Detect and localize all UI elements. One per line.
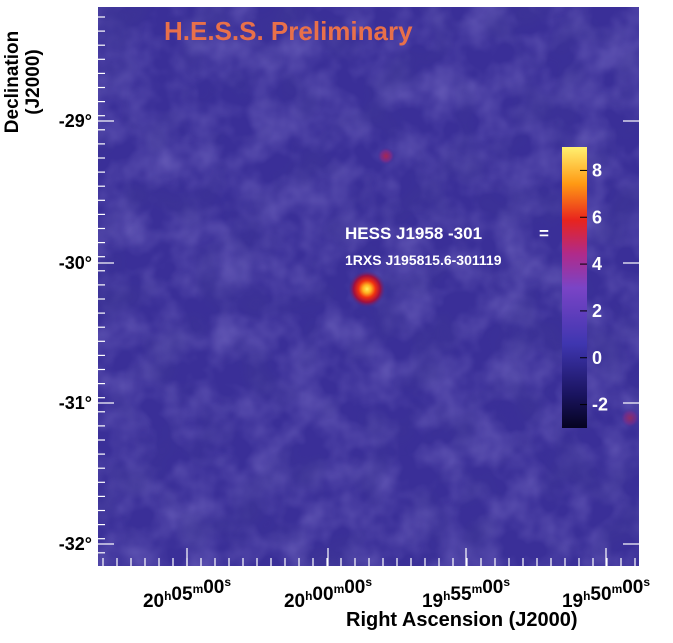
colorbar bbox=[562, 147, 587, 428]
axis-tick-marks bbox=[98, 16, 639, 566]
x-tick-label: 19h55m00s bbox=[422, 575, 510, 612]
x-tick-label: 20h05m00s bbox=[143, 575, 231, 612]
y-tick-label: -30° bbox=[59, 253, 92, 273]
warm-spot bbox=[620, 408, 639, 428]
x-tick-label: 20h00m00s bbox=[284, 575, 372, 612]
colorbar-tick-label: -2 bbox=[592, 395, 608, 415]
source-hotspot bbox=[348, 270, 386, 308]
y-axis-title-line1: Declination bbox=[2, 30, 23, 134]
colorbar-tick-label: 6 bbox=[592, 207, 602, 227]
warm-spot bbox=[377, 147, 395, 165]
source-label-equals: = bbox=[539, 224, 549, 243]
colorbar-tick-label: 0 bbox=[592, 348, 602, 368]
y-tick-label: -29° bbox=[59, 111, 92, 131]
source-label-secondary: 1RXS J195815.6-301119 bbox=[345, 252, 502, 268]
y-tick-labels: -29° -30° -31° -32° bbox=[59, 111, 92, 554]
y-tick-label: -31° bbox=[59, 393, 92, 413]
x-tick-labels: 20h05m00s 20h00m00s 19h55m00s 19h50m00s bbox=[143, 575, 650, 612]
y-tick-label: -32° bbox=[59, 534, 92, 554]
colorbar-tick-label: 2 bbox=[592, 301, 602, 321]
colorbar-tick-label: 8 bbox=[592, 160, 602, 180]
y-axis-title: Declination (J2000) bbox=[2, 22, 50, 142]
colorbar-ticks: 8 6 4 2 0 -2 bbox=[580, 160, 608, 415]
y-axis-title-line2: (J2000) bbox=[23, 49, 44, 115]
significance-map bbox=[98, 7, 639, 566]
x-axis-title: Right Ascension (J2000) bbox=[346, 609, 578, 631]
watermark-text: H.E.S.S. Preliminary bbox=[164, 16, 413, 46]
x-tick-label: 19h50m00s bbox=[562, 575, 650, 612]
source-label-primary: HESS J1958 -301 bbox=[345, 224, 482, 243]
colorbar-tick-label: 4 bbox=[592, 254, 602, 274]
